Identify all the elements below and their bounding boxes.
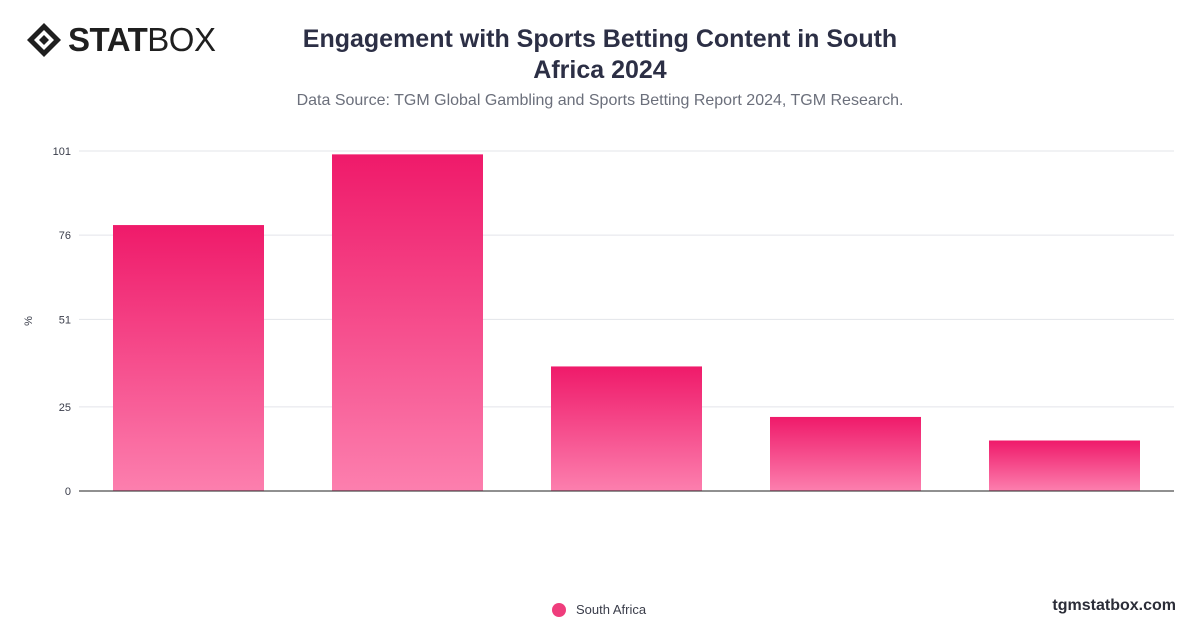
y-axis-label: % xyxy=(23,316,35,326)
legend-label: South Africa xyxy=(576,602,647,617)
y-tick-label: 101 xyxy=(53,146,71,158)
statbox-logo[interactable]: STATBOX xyxy=(26,21,216,58)
logo-wordmark-light: BOX xyxy=(147,21,216,58)
chart-title: Engagement with Sports Betting Content i… xyxy=(302,25,898,84)
y-tick-label: 0 xyxy=(65,486,71,498)
legend[interactable]: South Africa xyxy=(552,602,646,617)
bar-3[interactable] xyxy=(551,366,702,491)
website-link[interactable]: tgmstatbox.com xyxy=(1052,597,1176,614)
legend-marker xyxy=(552,602,566,617)
bar-4[interactable] xyxy=(770,416,921,491)
logo-wordmark-bold: STAT xyxy=(68,21,148,58)
chart-subtitle: Data Source: TGM Global Gambling and Spo… xyxy=(296,92,904,109)
y-tick-label: 76 xyxy=(59,230,71,242)
bar-1[interactable] xyxy=(113,225,264,492)
logo-wordmark: STATBOX xyxy=(68,21,216,58)
bar-chart: 0 25 51 76 101% xyxy=(23,146,1174,498)
y-tick-label: 51 xyxy=(59,314,71,326)
bar-5[interactable] xyxy=(989,440,1140,491)
y-tick-label: 25 xyxy=(59,402,71,414)
diamond-logo-icon xyxy=(27,23,61,57)
bar-2[interactable] xyxy=(332,154,483,491)
